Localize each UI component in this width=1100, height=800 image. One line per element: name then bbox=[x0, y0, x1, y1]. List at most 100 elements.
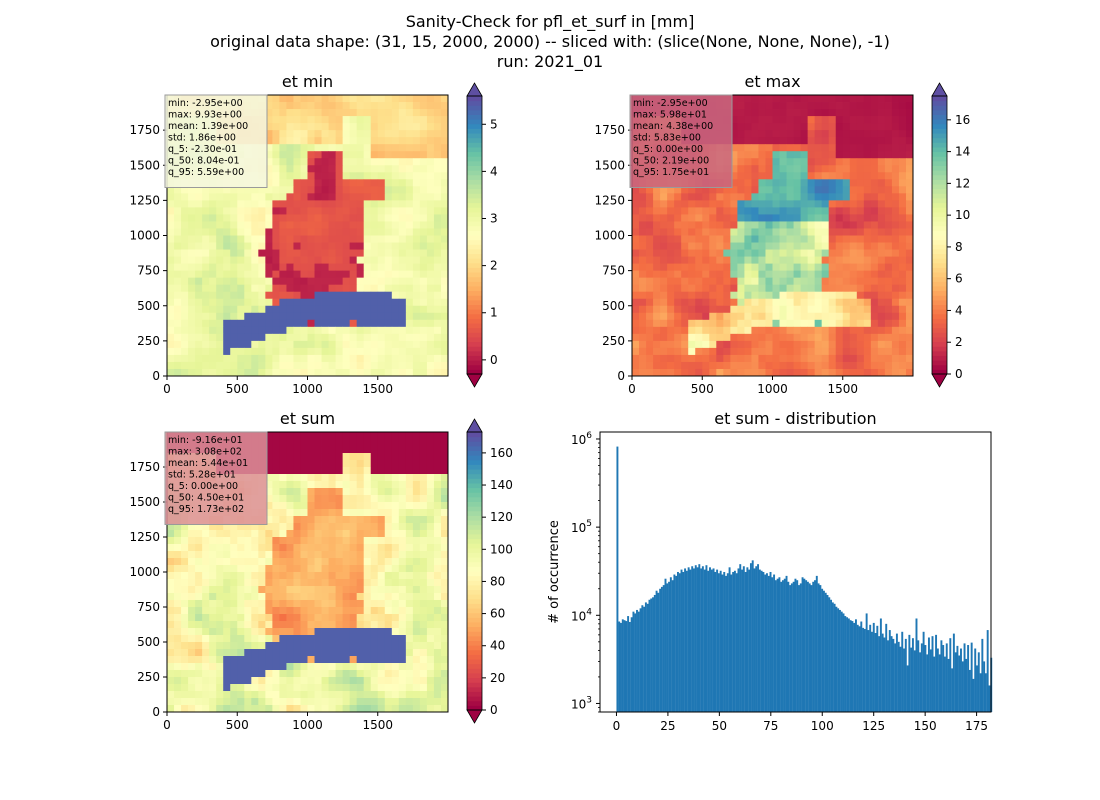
heatmap-cell bbox=[419, 249, 428, 257]
heatmap-cell bbox=[356, 628, 365, 636]
heatmap-cell bbox=[181, 530, 189, 538]
heatmap-cell bbox=[363, 670, 372, 678]
heatmap-cell bbox=[363, 340, 372, 349]
heatmap-cell bbox=[723, 270, 731, 279]
heatmap-cell bbox=[384, 144, 393, 152]
heatmap-cell bbox=[821, 179, 830, 187]
heatmap-cell bbox=[384, 277, 393, 286]
heatmap-cell bbox=[363, 628, 372, 636]
heatmap-cell bbox=[181, 572, 189, 580]
heatmap-cell bbox=[300, 291, 308, 300]
heatmap-cell bbox=[356, 242, 365, 250]
colorbar-segment bbox=[467, 350, 482, 356]
heatmap-cell bbox=[737, 137, 745, 145]
heatmap-cell bbox=[695, 270, 703, 279]
colorbar-segment bbox=[467, 184, 482, 190]
heatmap-cell bbox=[265, 628, 273, 636]
heatmap-cell bbox=[814, 207, 823, 215]
heatmap-cell bbox=[384, 509, 393, 517]
heatmap-cell bbox=[363, 102, 372, 110]
heatmap-cell bbox=[765, 361, 773, 370]
heatmap-cell bbox=[181, 326, 189, 335]
heatmap-cell bbox=[328, 263, 337, 272]
heatmap-cell bbox=[272, 656, 280, 664]
heatmap-cell bbox=[272, 488, 280, 496]
heatmap-cell bbox=[370, 565, 379, 573]
heatmap-cell bbox=[709, 221, 717, 229]
heatmap-cell bbox=[307, 368, 315, 377]
heatmap-cell bbox=[321, 635, 329, 643]
heatmap-cell bbox=[286, 481, 294, 489]
heatmap-cell bbox=[321, 179, 329, 187]
heatmap-cell bbox=[681, 200, 689, 208]
heatmap-cell bbox=[870, 298, 879, 307]
heatmap-cell bbox=[758, 95, 766, 103]
heatmap-cell bbox=[223, 319, 231, 328]
heatmap-cell bbox=[821, 291, 830, 300]
heatmap-cell bbox=[216, 256, 224, 265]
heatmap-cell bbox=[405, 284, 414, 293]
heatmap-cell bbox=[195, 572, 203, 580]
heatmap-cell bbox=[314, 614, 322, 622]
heatmap-cell bbox=[391, 242, 400, 250]
heatmap-cell bbox=[877, 123, 886, 131]
colorbar-segment bbox=[932, 160, 947, 166]
heatmap-cell bbox=[440, 144, 449, 152]
heatmap-cell bbox=[272, 326, 280, 335]
heatmap-cell bbox=[405, 340, 414, 349]
heatmap-cell bbox=[293, 684, 301, 692]
heatmap-cell bbox=[870, 256, 879, 265]
heatmap-cell bbox=[223, 368, 231, 377]
heatmap-cell bbox=[216, 263, 224, 272]
heatmap-cell bbox=[426, 228, 435, 236]
heatmap-cell bbox=[842, 256, 851, 265]
heatmap-cell bbox=[905, 319, 914, 328]
heatmap-cell bbox=[209, 361, 217, 370]
heatmap-cell bbox=[321, 158, 329, 166]
heatmap-cell bbox=[405, 467, 414, 475]
heatmap-cell bbox=[660, 249, 668, 257]
heatmap-cell bbox=[342, 333, 351, 342]
heatmap-cell bbox=[751, 256, 759, 265]
heatmap-cell bbox=[307, 460, 315, 468]
heatmap-cell bbox=[377, 663, 386, 671]
heatmap-cell bbox=[793, 235, 802, 243]
heatmap-cell bbox=[167, 530, 175, 538]
suptitle-line-1: Sanity-Check for pfl_et_surf in [mm] bbox=[405, 12, 695, 31]
heatmap-cell bbox=[737, 193, 745, 201]
heatmap-cell bbox=[807, 102, 816, 110]
heatmap-cell bbox=[384, 586, 393, 594]
heatmap-cell bbox=[440, 649, 449, 657]
heatmap-cell bbox=[842, 200, 851, 208]
heatmap-cell bbox=[342, 326, 351, 335]
heatmap-cell bbox=[342, 256, 351, 265]
heatmap-cell bbox=[258, 235, 266, 243]
heatmap-cell bbox=[856, 123, 865, 131]
colorbar-segment bbox=[932, 221, 947, 227]
heatmap-cell bbox=[412, 579, 421, 587]
stats-box bbox=[164, 94, 268, 188]
heatmap-cell bbox=[391, 684, 400, 692]
heatmap-cell bbox=[237, 214, 245, 222]
heatmap-cell bbox=[335, 502, 344, 510]
heatmap-cell bbox=[237, 600, 245, 608]
heatmap-cell bbox=[244, 333, 252, 342]
heatmap-cell bbox=[349, 172, 358, 180]
heatmap-cell bbox=[202, 558, 210, 566]
heatmap-cell bbox=[349, 467, 358, 475]
heatmap-cell bbox=[786, 242, 794, 250]
heatmap-cell bbox=[440, 333, 449, 342]
heatmap-cell bbox=[279, 523, 287, 531]
heatmap-cell bbox=[377, 228, 386, 236]
heatmap-cell bbox=[433, 263, 442, 272]
heatmap-cell bbox=[363, 488, 372, 496]
heatmap-cell bbox=[639, 256, 647, 265]
heatmap-cell bbox=[223, 523, 231, 531]
heatmap-cell bbox=[688, 277, 696, 286]
heatmap-cell bbox=[412, 354, 421, 363]
heatmap-cell bbox=[328, 214, 337, 222]
heatmap-cell bbox=[772, 333, 780, 342]
heatmap-cell bbox=[653, 312, 661, 321]
heatmap-cell bbox=[412, 453, 421, 461]
heatmap-cell bbox=[709, 263, 717, 272]
